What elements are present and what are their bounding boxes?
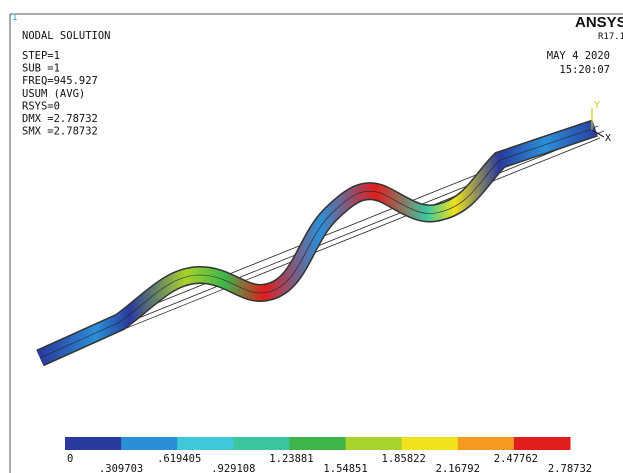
solution-info: USUM (AVG) (22, 88, 85, 100)
legend-label: 2.78732 (548, 463, 592, 473)
legend-label: .619405 (157, 453, 201, 465)
legend-label: 0 (67, 453, 73, 465)
legend-swatch (345, 437, 403, 450)
plot-title: NODAL SOLUTION (22, 30, 111, 42)
solution-info: FREQ=945.927 (22, 75, 98, 87)
deformed-beam (36, 120, 598, 365)
legend-swatch (513, 437, 571, 450)
version: R17.1 (598, 32, 623, 42)
window-number: 1 (12, 13, 17, 23)
solution-info: DMX =2.78732 (22, 113, 98, 125)
legend-label: .309703 (99, 463, 143, 473)
triad: Y X (591, 100, 611, 144)
legend-swatch (121, 437, 178, 450)
legend-label: .929108 (211, 463, 255, 473)
solution-info: SUB =1 (22, 63, 60, 75)
triad-x: X (605, 133, 611, 144)
legend-label: 2.16792 (436, 463, 480, 473)
legend-label: 1.85822 (382, 453, 426, 465)
solution-info: SMX =2.78732 (22, 126, 98, 138)
legend-swatch (65, 437, 122, 450)
solution-info: RSYS=0 (22, 100, 60, 112)
legend-swatch (289, 437, 347, 450)
legend: 0 .619405 1.23881 1.85822 2.47762 .309703 .929… (65, 437, 592, 473)
date: MAY 4 2020 (547, 50, 610, 62)
triad-y: Y (594, 100, 600, 111)
logo: ANSYS (575, 14, 623, 31)
beam-edge (39, 127, 596, 359)
legend-label: 2.47762 (494, 453, 538, 465)
legend-label: 1.54851 (323, 463, 367, 473)
legend-swatch (177, 437, 234, 450)
time: 15:20:07 (559, 64, 610, 76)
legend-swatch (233, 437, 290, 450)
legend-label: 1.23881 (269, 453, 313, 465)
legend-swatch (401, 437, 459, 450)
solution-info: STEP=1 (22, 50, 60, 62)
legend-swatch (457, 437, 515, 450)
